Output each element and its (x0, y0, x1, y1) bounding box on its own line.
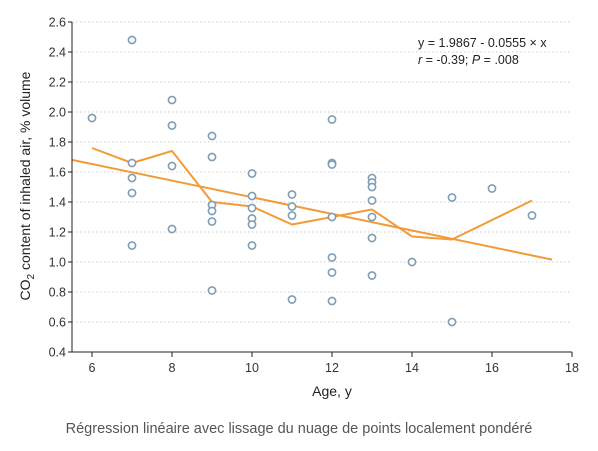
y-axis-title: CO2 content of inhaled air, % volume (17, 71, 37, 300)
regression-equation: y = 1.9867 - 0.0555 × x (418, 36, 547, 50)
x-tick-label: 12 (325, 361, 339, 375)
data-point (287, 202, 297, 211)
data-point (327, 253, 337, 262)
y-tick-label: 0.6 (49, 316, 66, 330)
data-point (247, 220, 257, 229)
data-point (447, 317, 457, 327)
loess-line (91, 147, 533, 241)
data-point (127, 35, 137, 45)
data-point (247, 203, 257, 213)
x-tick-label: 8 (169, 361, 176, 375)
data-point (247, 169, 257, 178)
scatter-points (87, 35, 537, 327)
data-point (327, 268, 337, 277)
data-point (367, 271, 377, 280)
x-tick-label: 16 (485, 361, 499, 375)
data-point (207, 131, 217, 141)
x-tick-label: 18 (565, 361, 579, 375)
data-point (327, 115, 337, 124)
y-tick-label: 1.0 (49, 256, 66, 270)
data-point (247, 241, 257, 250)
data-point (87, 113, 97, 123)
y-tick-label: 2.0 (49, 106, 66, 120)
y-tick-labels: 0.4 0.6 0.8 1.0 1.2 1.4 1.6 1.8 2.0 2.2 2.4 2.6 (49, 16, 66, 360)
x-tick-label: 14 (405, 361, 419, 375)
data-point (167, 224, 177, 234)
data-point (367, 233, 377, 243)
regression-stats: r = -0.39; P = .008 (418, 53, 519, 67)
x-axis-title: Age, y (312, 383, 352, 399)
x-tick-label: 10 (245, 361, 259, 375)
y-tick-label: 1.4 (49, 196, 66, 210)
data-point (447, 193, 457, 202)
data-point (127, 158, 137, 168)
y-tick-label: 0.4 (49, 346, 66, 360)
data-point (207, 152, 217, 162)
data-point (127, 188, 137, 198)
trend-lines (71, 147, 553, 261)
data-point (367, 196, 377, 205)
data-point (207, 206, 217, 216)
data-point (367, 182, 377, 192)
y-tick-label: 2.2 (49, 76, 66, 90)
data-point (287, 190, 297, 199)
y-tick-label: 1.8 (49, 136, 66, 150)
data-point (287, 211, 297, 220)
y-tick-label: 2.4 (49, 46, 66, 60)
data-point (327, 212, 337, 222)
figure-caption: Régression linéaire avec lissage du nuag… (65, 421, 533, 437)
regression-line (71, 158, 553, 261)
y-tick-label: 2.6 (49, 16, 66, 30)
data-point (167, 95, 177, 105)
y-tick-label: 1.6 (49, 166, 66, 180)
data-point (167, 161, 177, 171)
data-point (407, 257, 417, 267)
data-point (487, 184, 497, 193)
data-point (287, 295, 297, 304)
x-tick-label: 6 (89, 361, 96, 375)
data-point (527, 211, 537, 220)
data-point (167, 121, 177, 130)
axes (68, 21, 573, 357)
data-point (247, 191, 257, 201)
data-point (207, 217, 217, 226)
x-tick-labels: 6 8 10 12 14 16 18 (89, 361, 579, 375)
data-point (327, 160, 337, 169)
data-point (127, 241, 137, 250)
y-tick-label: 1.2 (49, 226, 66, 240)
data-point (207, 286, 217, 295)
data-point (367, 212, 377, 222)
y-tick-label: 0.8 (49, 286, 66, 300)
gridlines (72, 21, 572, 353)
data-point (127, 173, 137, 183)
data-point (327, 296, 337, 306)
